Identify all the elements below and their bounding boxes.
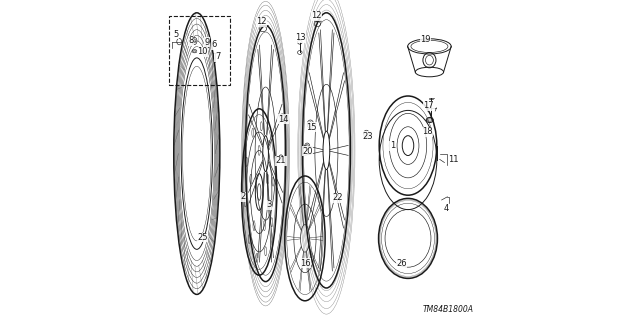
Text: TM84B1800A: TM84B1800A — [422, 305, 474, 314]
Text: 6: 6 — [212, 40, 217, 49]
Text: 12: 12 — [312, 12, 322, 20]
Text: 26: 26 — [396, 259, 406, 268]
Text: 19: 19 — [420, 35, 431, 44]
Text: 16: 16 — [300, 259, 311, 268]
Text: 5: 5 — [173, 30, 179, 39]
Text: 1: 1 — [390, 141, 395, 150]
Text: 3: 3 — [266, 200, 271, 209]
Text: 7: 7 — [215, 52, 220, 61]
Text: 9: 9 — [204, 38, 210, 47]
Text: 13: 13 — [295, 33, 305, 42]
Text: 20: 20 — [302, 147, 312, 156]
Text: 17: 17 — [424, 101, 434, 110]
Text: 11: 11 — [449, 155, 459, 164]
Text: 8: 8 — [188, 36, 193, 45]
Text: 23: 23 — [363, 132, 373, 141]
Text: 18: 18 — [422, 127, 433, 136]
Text: 21: 21 — [276, 156, 286, 165]
Text: 10: 10 — [197, 47, 208, 56]
Text: 12: 12 — [257, 17, 267, 26]
Bar — [169, 16, 230, 85]
Text: 15: 15 — [307, 123, 317, 132]
Text: 22: 22 — [333, 193, 343, 202]
Text: 2: 2 — [240, 192, 245, 201]
Text: 4: 4 — [444, 204, 449, 213]
Text: 14: 14 — [278, 115, 288, 124]
Text: 25: 25 — [197, 233, 207, 242]
